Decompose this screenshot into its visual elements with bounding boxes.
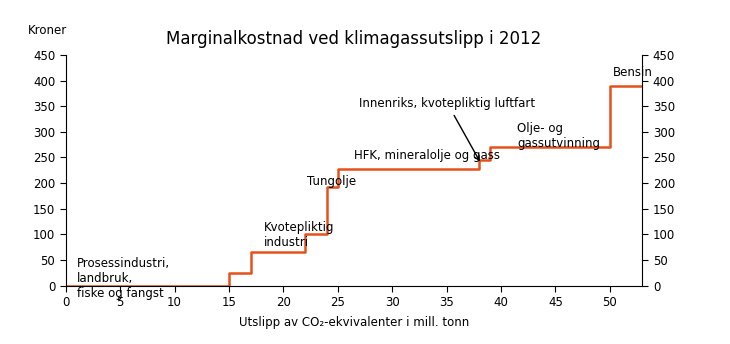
X-axis label: Utslipp av CO₂-ekvivalenter i mill. tonn: Utslipp av CO₂-ekvivalenter i mill. tonn: [239, 316, 469, 329]
Text: Tungolje: Tungolje: [307, 175, 356, 189]
Text: Bensin: Bensin: [613, 66, 653, 79]
Text: Olje- og
gassutvinning: Olje- og gassutvinning: [518, 122, 600, 150]
Title: Marginalkostnad ved klimagassutslipp i 2012: Marginalkostnad ved klimagassutslipp i 2…: [166, 30, 542, 48]
Text: Kvotepliktig
industri: Kvotepliktig industri: [264, 222, 334, 249]
Text: Kroner: Kroner: [28, 24, 67, 36]
Text: Prosessindustri,
landbruk,
fiske og fangst: Prosessindustri, landbruk, fiske og fang…: [77, 257, 169, 300]
Text: HFK, mineralolje og gass: HFK, mineralolje og gass: [354, 149, 500, 162]
Text: Innenriks, kvotepliktig luftfart: Innenriks, kvotepliktig luftfart: [359, 97, 536, 160]
